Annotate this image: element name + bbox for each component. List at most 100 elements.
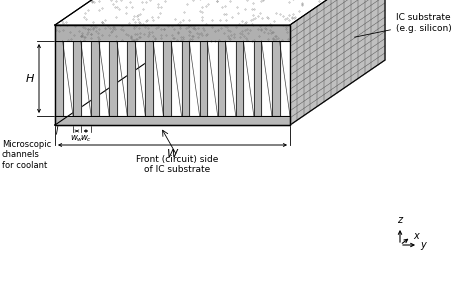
Point: [64, 37, 72, 42]
Point: [269, 36, 276, 41]
Point: [90, 0, 98, 4]
Point: [130, 26, 138, 30]
Point: [164, 24, 172, 29]
Point: [126, 0, 133, 4]
Point: [180, 9, 188, 14]
Point: [94, 31, 101, 35]
Point: [148, 29, 155, 34]
Point: [177, 38, 185, 42]
Point: [109, 26, 117, 31]
Point: [272, 11, 280, 15]
Point: [185, 33, 193, 38]
Point: [222, 18, 230, 22]
Point: [222, 4, 229, 9]
Point: [111, 4, 118, 9]
Point: [87, 24, 94, 29]
Point: [258, 16, 265, 20]
Point: [81, 38, 88, 42]
Point: [81, 35, 88, 40]
Point: [257, 27, 265, 32]
Point: [125, 21, 133, 26]
Text: W: W: [167, 149, 178, 159]
Point: [138, 0, 146, 5]
Point: [100, 21, 107, 26]
Point: [70, 33, 78, 38]
Point: [272, 33, 280, 38]
Point: [190, 26, 198, 30]
Point: [109, 25, 117, 30]
Point: [133, 36, 140, 41]
Point: [75, 29, 82, 34]
Point: [88, 0, 95, 3]
Point: [133, 36, 140, 41]
Point: [251, 16, 258, 21]
Polygon shape: [146, 41, 153, 116]
Point: [285, 13, 293, 18]
Point: [125, 32, 132, 37]
Point: [250, 38, 258, 42]
Point: [249, 13, 256, 17]
Point: [244, 0, 251, 2]
Point: [177, 23, 184, 28]
Point: [238, 23, 246, 28]
Text: Microscopic
channels
for coolant: Microscopic channels for coolant: [2, 140, 51, 170]
Point: [157, 5, 164, 9]
Point: [67, 37, 74, 42]
Point: [202, 3, 210, 8]
Point: [108, 29, 116, 34]
Point: [95, 26, 103, 31]
Point: [219, 4, 226, 9]
Point: [92, 29, 100, 33]
Point: [127, 36, 135, 40]
Point: [221, 24, 228, 28]
Point: [98, 20, 106, 25]
Point: [145, 33, 152, 38]
Point: [55, 29, 63, 33]
Point: [104, 23, 111, 28]
Point: [191, 24, 198, 29]
Point: [79, 25, 87, 30]
Point: [298, 2, 306, 7]
Point: [211, 29, 219, 33]
Point: [196, 9, 203, 14]
Point: [195, 26, 202, 31]
Point: [208, 38, 215, 43]
Point: [151, 36, 159, 41]
Point: [283, 30, 291, 35]
Point: [86, 27, 94, 31]
Point: [184, 25, 191, 29]
Point: [291, 15, 298, 20]
Point: [95, 0, 103, 3]
Point: [88, 0, 96, 5]
Point: [202, 32, 210, 37]
Point: [155, 4, 162, 9]
Polygon shape: [73, 41, 81, 116]
Point: [72, 24, 79, 29]
Point: [298, 3, 306, 7]
Point: [199, 18, 206, 23]
Text: © 1981 IEEE: © 1981 IEEE: [118, 50, 189, 60]
Point: [112, 0, 120, 3]
Point: [62, 20, 70, 25]
Point: [255, 34, 263, 39]
Point: [151, 36, 158, 40]
Point: [224, 33, 232, 38]
Point: [78, 31, 85, 35]
Point: [227, 33, 235, 38]
Point: [260, 0, 267, 2]
Point: [209, 24, 216, 29]
Text: H: H: [26, 74, 34, 84]
Point: [109, 2, 117, 7]
Point: [168, 32, 176, 37]
Point: [296, 9, 303, 13]
Text: z: z: [397, 215, 402, 225]
Text: $w_w$: $w_w$: [70, 133, 84, 143]
Polygon shape: [164, 41, 171, 116]
Point: [242, 20, 249, 25]
Point: [84, 27, 91, 32]
Point: [222, 12, 229, 17]
Point: [257, 0, 265, 3]
Point: [174, 22, 182, 26]
Point: [95, 36, 103, 41]
Point: [270, 30, 277, 34]
